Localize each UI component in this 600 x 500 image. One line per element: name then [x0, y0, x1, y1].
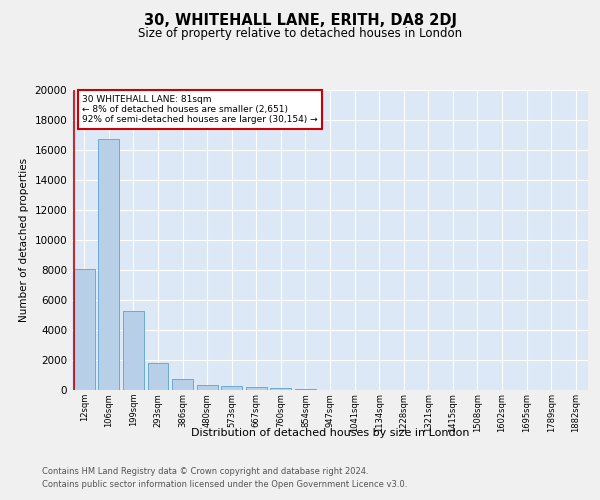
Text: 30 WHITEHALL LANE: 81sqm
← 8% of detached houses are smaller (2,651)
92% of semi: 30 WHITEHALL LANE: 81sqm ← 8% of detache… — [82, 94, 318, 124]
Bar — [74, 268, 95, 390]
Bar — [197, 385, 218, 390]
Bar — [295, 388, 316, 390]
Text: Size of property relative to detached houses in London: Size of property relative to detached ho… — [138, 28, 462, 40]
Bar — [271, 388, 292, 390]
Bar — [123, 310, 144, 390]
Text: Distribution of detached houses by size in London: Distribution of detached houses by size … — [191, 428, 469, 438]
Bar — [246, 387, 267, 390]
Text: Contains HM Land Registry data © Crown copyright and database right 2024.: Contains HM Land Registry data © Crown c… — [42, 467, 368, 476]
Bar — [172, 379, 193, 390]
Text: 30, WHITEHALL LANE, ERITH, DA8 2DJ: 30, WHITEHALL LANE, ERITH, DA8 2DJ — [143, 12, 457, 28]
Text: Contains public sector information licensed under the Open Government Licence v3: Contains public sector information licen… — [42, 480, 407, 489]
Bar — [148, 363, 169, 390]
Y-axis label: Number of detached properties: Number of detached properties — [19, 158, 29, 322]
Bar — [98, 140, 119, 390]
Bar — [221, 386, 242, 390]
